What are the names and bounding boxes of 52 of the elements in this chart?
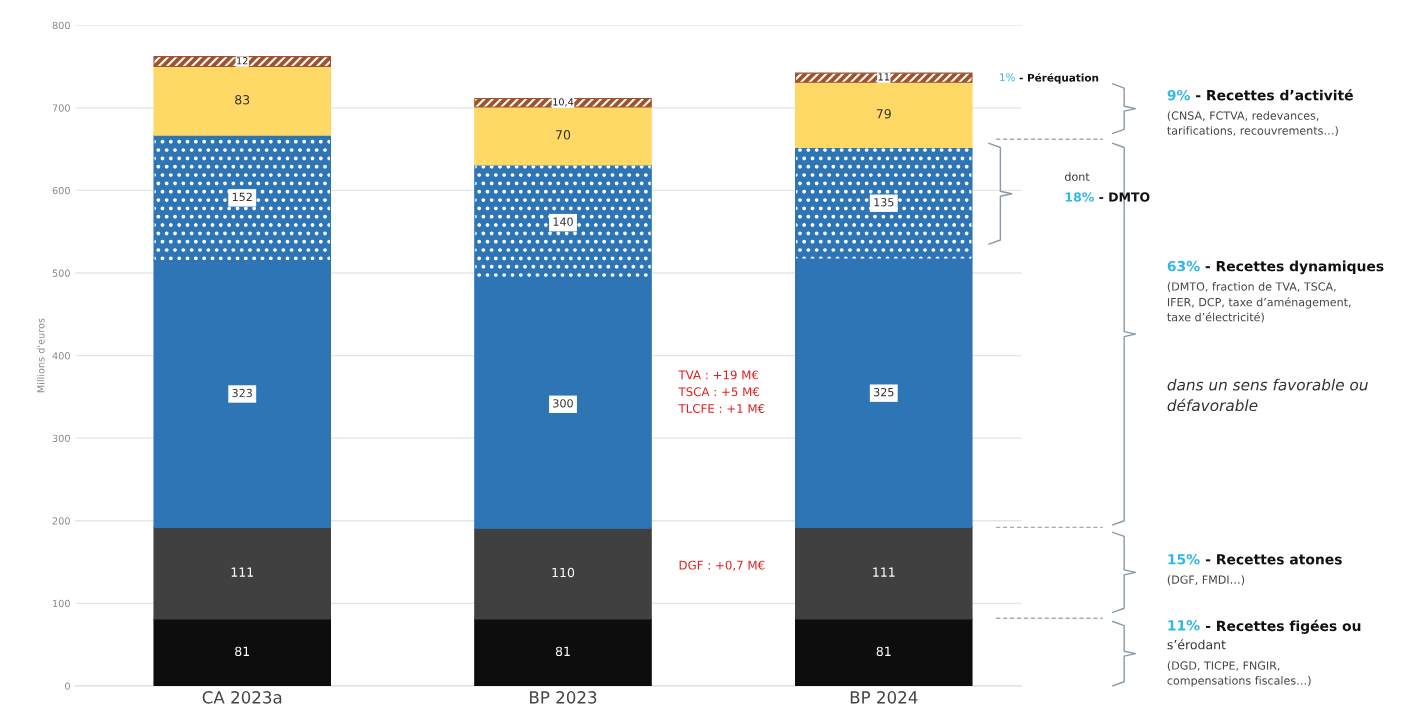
bar [153,56,331,68]
data-label: 83 [235,95,250,105]
bar [153,618,331,686]
data-label: 70 [556,130,571,140]
y-tick-label: 800 [52,21,70,30]
y-tick-label: 200 [52,517,70,525]
x-tick-label: BP 2024 [850,691,918,704]
bar [795,81,973,149]
annotation: TVA : +19 M€ TSCA : +5 M€ TLCFE : +1 M€ [678,370,765,413]
data-label: 140 [553,217,573,226]
bar [474,618,652,686]
data-label: 300 [553,399,573,408]
bar [153,66,331,136]
y-axis-title: Millions d'euros [37,318,45,393]
y-tick-label: 100 [53,599,70,608]
data-label: 12 [237,57,248,65]
bar [474,97,652,108]
x-tick-label: BP 2023 [530,691,597,704]
data-label: 81 [235,646,250,657]
x-tick-label: CA 2023a [202,691,282,704]
bar [474,106,652,166]
data-label: 152 [232,192,252,202]
text: 11% - Recettes figées ou s’érodant (DGD, TICPE, FNGIR, compensations fiscales…) [1167,619,1361,687]
data-label: 111 [873,567,895,577]
y-tick-label: 600 [52,186,70,195]
data-label: 325 [874,387,894,397]
text: 15% - Recettes atones (DGF, FMDI…) [1167,554,1342,586]
bar [795,526,973,620]
text: 9% - Recettes d’activité (CNSA, FCTVA, redevances, tarifications, recouvrements…) [1167,89,1353,137]
data-label: 10,4 [553,98,574,107]
y-tick-label: 700 [52,104,70,112]
annotation: DGF : +0,7 M€ [679,560,765,571]
data-label: 79 [876,109,891,119]
text: dont 18% - DMTO [1065,172,1150,202]
y-tick-label: 500 [52,269,70,277]
bar [153,526,331,620]
data-label: 135 [874,198,894,207]
bar [474,527,652,620]
data-label: 111 [231,567,253,577]
data-label: 11 [878,73,890,81]
y-tick-label: 0 [65,682,70,690]
y-tick-label: 400 [52,352,70,360]
bar [795,72,973,83]
text: dans un sens favorable ou défavorable [1167,378,1368,412]
data-label: 323 [232,388,252,398]
y-tick-label: 300 [52,434,70,442]
annotation: 1% - Péréquation [1000,73,1099,84]
text: 63% - Recettes dynamiques (DMTO, fraction de TVA, TSCA, IFER, DCP, taxe d’aménagement, taxe d’électricité) [1167,260,1384,323]
data-label: 81 [555,646,570,657]
bar [795,618,973,686]
data-label: 110 [552,567,575,578]
data-label: 81 [876,646,891,657]
